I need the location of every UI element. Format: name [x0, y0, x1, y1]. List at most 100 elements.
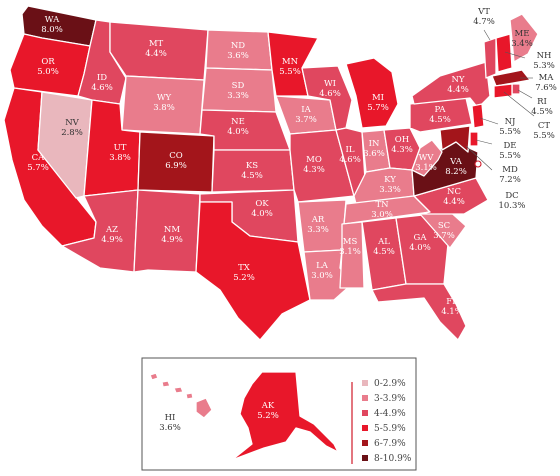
label-MI: MI 5.7%	[367, 93, 389, 113]
legend-label: 3-3.9%	[374, 394, 406, 404]
label-WI: WI 4.6%	[319, 79, 341, 99]
label-AK: AK 5.2%	[257, 401, 279, 421]
label-NH: NH 5.3%	[533, 51, 555, 71]
state-MD[interactable]	[439, 125, 471, 153]
label-HI: HI 3.6%	[159, 413, 181, 433]
label-OH: OH 4.3%	[391, 135, 413, 155]
label-FL: FL 4.1%	[441, 297, 463, 317]
legend-item: 6-7.9%	[362, 439, 406, 449]
label-NV: NV 2.8%	[61, 118, 83, 138]
leader-MD	[465, 145, 493, 171]
label-NE: NE 4.0%	[227, 117, 249, 137]
label-MD: MD 7.2%	[499, 165, 521, 185]
label-CA: CA 5.7%	[27, 153, 49, 173]
label-DE: DE 5.5%	[499, 141, 521, 161]
label-KS: KS 4.5%	[241, 161, 263, 181]
inset-border	[141, 357, 417, 471]
state-NY[interactable]	[411, 61, 491, 109]
label-LA: LA 3.0%	[311, 261, 333, 281]
label-ME: ME 3.4%	[511, 29, 533, 49]
state-labels: WA 8.0% OR 5.0% CA 5.7% NV 2.8% ID 4.6% MT 4.4…	[27, 7, 557, 317]
label-MT: MT 4.4%	[145, 39, 167, 59]
label-RI: RI 4.5%	[531, 97, 553, 117]
legend-item: 5-5.9%	[362, 424, 406, 434]
label-SD: SD 3.3%	[227, 81, 249, 101]
state-NH[interactable]	[495, 33, 513, 73]
label-MS: MS 3.1%	[339, 237, 361, 257]
state-FL[interactable]	[371, 283, 467, 341]
label-OK: OK 4.0%	[251, 199, 273, 219]
label-CT: CT 5.5%	[533, 121, 555, 141]
legend-swatch	[362, 410, 368, 416]
state-HI[interactable]	[149, 372, 213, 419]
legend-label: 8-10.9%	[374, 454, 412, 464]
label-KY: KY 3.3%	[379, 175, 401, 195]
label-VA: VA 8.2%	[445, 157, 467, 177]
legend-label: 0-2.9%	[374, 379, 406, 389]
state-DC[interactable]	[474, 160, 482, 168]
leader-DE	[475, 139, 493, 145]
label-TX: TX 5.2%	[233, 263, 255, 283]
alaska-group: AK 5.2%	[231, 371, 339, 461]
legend-label: 4-4.9%	[374, 409, 406, 419]
label-UT: UT 3.8%	[109, 143, 131, 163]
label-PA: PA 4.5%	[429, 105, 451, 125]
label-TN: TN 3.0%	[371, 200, 393, 220]
legend-swatch	[362, 425, 368, 431]
label-NM: NM 4.9%	[161, 225, 183, 245]
label-ID: ID 4.6%	[91, 73, 113, 93]
leader-RI	[517, 89, 533, 99]
leader-lines	[465, 29, 535, 171]
legend-swatch	[362, 395, 368, 401]
state-MS[interactable]	[339, 221, 365, 289]
label-WA: WA 8.0%	[41, 15, 63, 35]
label-IN: IN 3.6%	[363, 139, 385, 159]
label-MO: MO 4.3%	[303, 155, 325, 175]
leader-CT	[503, 91, 535, 117]
label-GA: GA 4.0%	[409, 233, 431, 253]
state-RI[interactable]	[511, 83, 521, 95]
label-MA: MA 7.6%	[535, 73, 557, 93]
label-IA: IA 3.7%	[295, 105, 317, 125]
label-AR: AR 3.3%	[307, 215, 329, 235]
label-AL: AL 4.5%	[373, 237, 395, 257]
state-NV[interactable]	[37, 91, 93, 199]
label-NY: NY 4.4%	[447, 75, 469, 95]
label-SC: SC 3.7%	[433, 221, 455, 241]
dc-marker	[474, 160, 482, 168]
label-NC: NC 4.4%	[443, 187, 465, 207]
label-IL: IL 4.6%	[339, 145, 361, 165]
label-AZ: AZ 4.9%	[101, 225, 123, 245]
legend-label: 5-5.9%	[374, 424, 406, 434]
hawaii-group: HI 3.6%	[149, 372, 213, 433]
state-VT[interactable]	[483, 37, 497, 79]
state-NJ[interactable]	[471, 103, 485, 129]
label-DC: DC 10.3%	[498, 191, 525, 211]
state-ME[interactable]	[509, 13, 539, 63]
legend-label: 6-7.9%	[374, 439, 406, 449]
legend-item: 8-10.9%	[362, 454, 412, 464]
state-WV[interactable]	[411, 139, 443, 177]
leader-NH	[504, 51, 526, 59]
legend-swatch	[362, 380, 368, 386]
label-WY: WY 3.8%	[153, 93, 175, 113]
label-CO: CO 6.9%	[165, 151, 187, 171]
legend-item: 0-2.9%	[362, 379, 406, 389]
legend-item: 4-4.9%	[362, 409, 406, 419]
state-DE[interactable]	[469, 131, 479, 147]
state-NM[interactable]	[133, 189, 201, 273]
label-OR: OR 5.0%	[37, 57, 59, 77]
state-MA[interactable]	[491, 69, 531, 87]
state-TX[interactable]	[195, 201, 311, 341]
states-layer	[3, 5, 539, 341]
legend: 0-2.9% 3-3.9% 4-4.9% 5-5.9% 6-7.9% 8-10.…	[362, 379, 412, 464]
label-ND: ND 3.6%	[227, 41, 249, 61]
label-VT: VT 4.7%	[473, 7, 495, 27]
legend-swatch	[362, 440, 368, 446]
state-MI[interactable]	[345, 57, 399, 129]
legend-swatch	[362, 455, 368, 461]
state-IL[interactable]	[335, 127, 367, 197]
state-AK[interactable]	[231, 371, 339, 461]
